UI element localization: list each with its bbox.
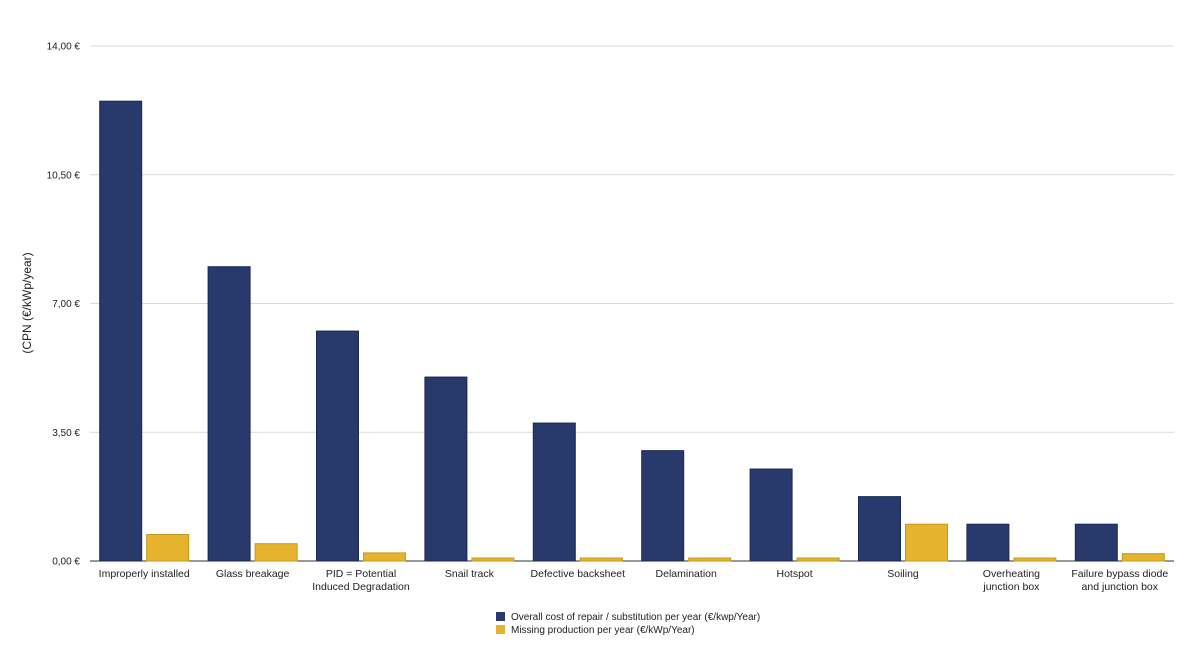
bar-repair-cost[interactable] (858, 496, 901, 562)
bar-repair-cost[interactable] (316, 330, 359, 562)
bar-missing-production[interactable] (1013, 557, 1057, 562)
x-axis-labels: Improperly installed Glass breakage PID = … (99, 568, 1169, 593)
y-tick-label: 10,50 € (47, 170, 81, 181)
legend-swatch (496, 625, 505, 634)
legend-swatch (496, 612, 505, 621)
x-category-label: Defective backsheet (531, 568, 626, 580)
x-category-label: Snail track (445, 568, 495, 580)
bar-missing-production[interactable] (688, 557, 732, 562)
y-tick-label: 3,50 € (52, 428, 80, 439)
bar-missing-production[interactable] (363, 552, 406, 562)
legend-label: Missing production per year (€/kWp/Year) (511, 625, 695, 636)
bar-missing-production[interactable] (579, 557, 623, 562)
bar-repair-cost[interactable] (424, 376, 468, 562)
x-category-label: Glass breakage (216, 568, 290, 580)
x-category-label: PID = Potential Induced Degradation (312, 568, 410, 593)
bar-missing-production[interactable] (905, 523, 948, 562)
y-axis-title: (CPN (€/kWp/year) (20, 252, 34, 353)
bar-repair-cost[interactable] (966, 523, 1010, 562)
legend-label: Overall cost of repair / substitution pe… (511, 612, 760, 623)
bar-repair-cost[interactable] (749, 468, 793, 562)
x-category-label: Improperly installed (99, 568, 190, 580)
x-category-label: Soiling (887, 568, 919, 580)
bar-missing-production[interactable] (796, 557, 840, 562)
bar-missing-production[interactable] (471, 557, 515, 562)
bar-missing-production[interactable] (1121, 553, 1165, 562)
y-axis-ticks: 0,00 € 3,50 € 7,00 € 10,50 € 14,00 € (47, 42, 81, 568)
bar-repair-cost[interactable] (1074, 523, 1118, 562)
x-category-label: Failure bypass diode and junction box (1071, 568, 1168, 593)
bar-repair-cost[interactable] (99, 100, 143, 562)
y-tick-label: 7,00 € (52, 299, 80, 310)
y-tick-label: 0,00 € (52, 557, 80, 568)
x-category-label: Overheating junction box (982, 568, 1040, 593)
bar-missing-production[interactable] (254, 543, 298, 562)
bars (99, 100, 1165, 562)
bar-repair-cost[interactable] (641, 450, 685, 562)
bar-repair-cost[interactable] (207, 266, 251, 562)
grid (90, 45, 1174, 562)
x-category-label: Hotspot (777, 568, 813, 580)
y-tick-label: 14,00 € (47, 42, 81, 53)
x-category-label: Delamination (656, 568, 717, 580)
bar-repair-cost[interactable] (532, 422, 576, 562)
bar-missing-production[interactable] (146, 534, 190, 562)
legend[interactable]: Overall cost of repair / substitution pe… (496, 612, 760, 636)
